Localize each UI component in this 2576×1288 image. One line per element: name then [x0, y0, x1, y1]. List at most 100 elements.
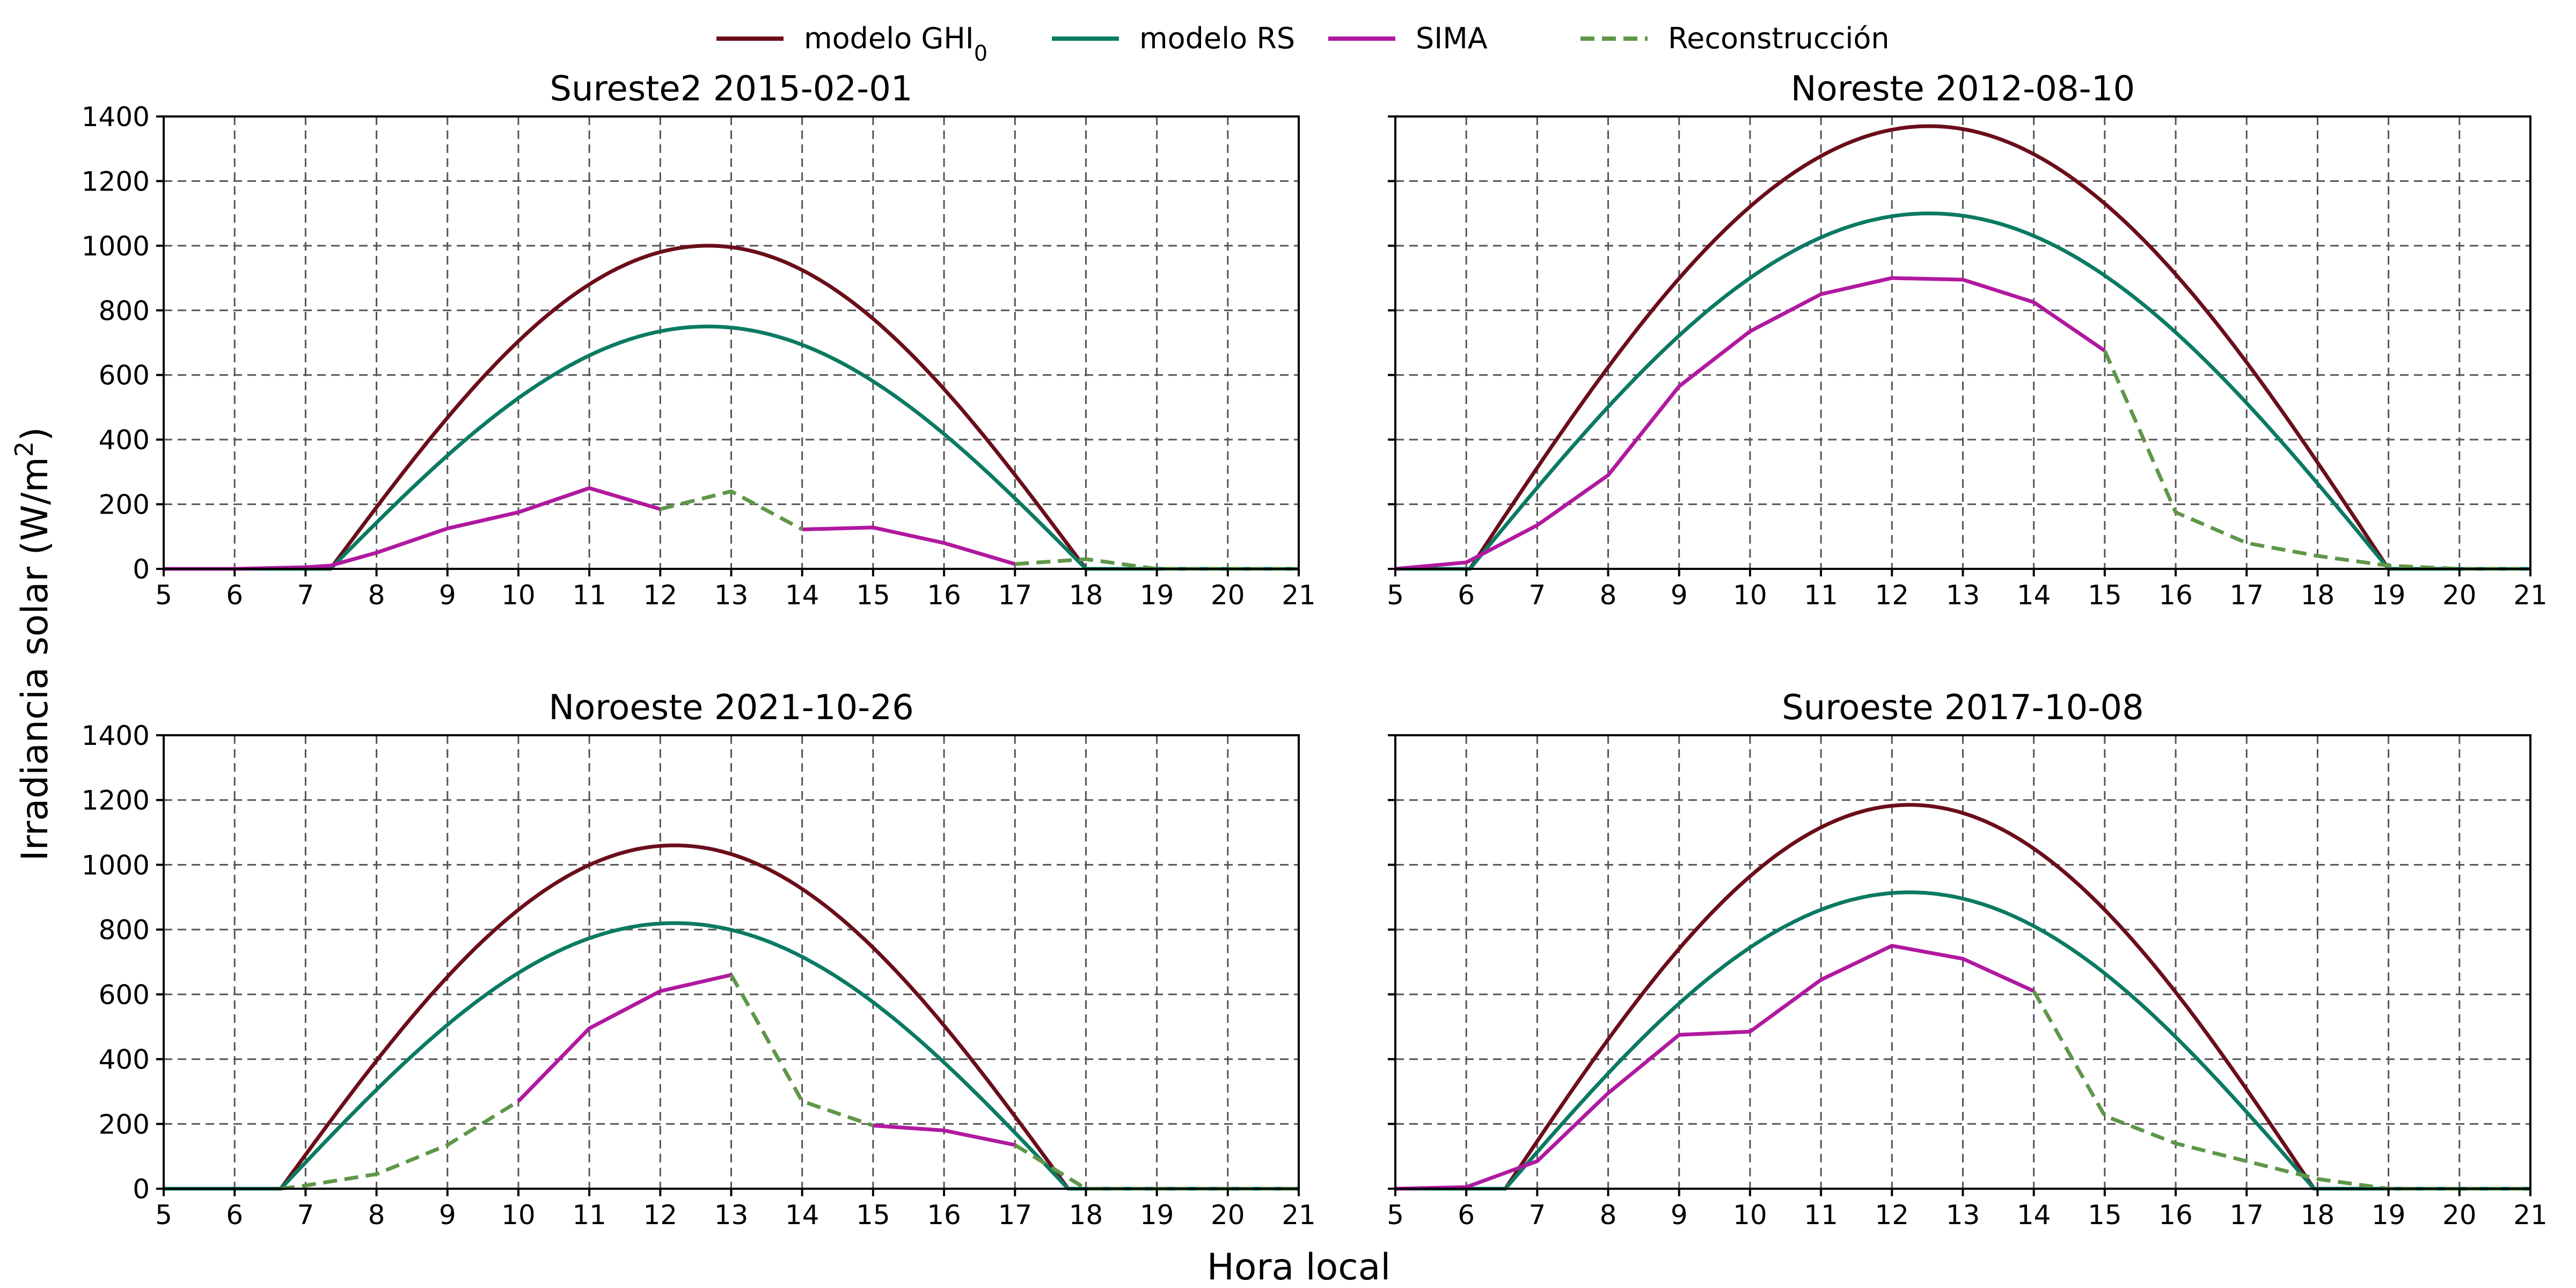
- x-tick-label: 21: [2513, 580, 2548, 611]
- y-tick-label: 400: [99, 425, 150, 456]
- x-tick-label: 15: [856, 1199, 890, 1231]
- series-rec-line: [280, 1100, 519, 1191]
- x-tick-label: 10: [501, 1199, 536, 1231]
- x-tick-label: 11: [1804, 1199, 1838, 1231]
- x-tick-label: 13: [1946, 580, 1980, 611]
- x-tick-label: 13: [714, 1199, 749, 1231]
- x-tick-label: 11: [1804, 580, 1838, 611]
- y-tick-label: 600: [99, 360, 150, 391]
- x-tick-label: 21: [1282, 580, 1316, 611]
- x-axis-label: Hora local: [1207, 1246, 1391, 1288]
- series-sima-line: [802, 525, 1016, 566]
- y-tick-label: 0: [133, 554, 150, 585]
- series-rec-line: [729, 974, 874, 1128]
- x-tick-label: 7: [297, 580, 314, 611]
- legend-entry-sima: SIMA: [1328, 21, 1488, 55]
- x-tick-label: 15: [2088, 580, 2122, 611]
- x-tick-label: 18: [1069, 1199, 1103, 1231]
- x-tick-label: 6: [1458, 580, 1475, 611]
- y-tick-label: 1400: [82, 720, 150, 751]
- x-tick-label: 10: [501, 580, 536, 611]
- x-tick-label: 17: [998, 1199, 1032, 1231]
- subplot-3: 5 6 7 8 9 10 11 12 13 14 15 16 17 18 19 20 21 0 200 400 600 8…: [82, 688, 1316, 1231]
- x-tick-label: 18: [1069, 580, 1103, 611]
- subplot-title: Sureste2 2015-02-01: [550, 69, 912, 109]
- subplot-title: Noroeste 2021-10-26: [548, 688, 914, 728]
- series-rs-line: [164, 324, 1299, 571]
- legend-entry-rs: modelo RS: [1052, 21, 1295, 55]
- x-tick-label: 12: [643, 580, 678, 611]
- legend-entry-ghi0: modelo GHI0: [716, 21, 987, 66]
- x-tick-label: 18: [2301, 1199, 2335, 1231]
- subplot-4: 5 6 7 8 9 10 11 12 13 14 15 16 17 18 19 20 21 Suroeste 20…: [1387, 688, 2548, 1231]
- x-tick-label: 8: [1600, 580, 1617, 611]
- x-tick-label: 20: [2442, 1199, 2477, 1231]
- y-tick-label: 1000: [82, 231, 150, 262]
- x-tick-label: 16: [2158, 1199, 2193, 1231]
- x-tick-label: 14: [2017, 1199, 2051, 1231]
- x-tick-label: 9: [439, 580, 456, 611]
- subplot-title: Suroeste 2017-10-08: [1782, 688, 2144, 728]
- x-tick-label: 14: [2017, 580, 2051, 611]
- x-tick-label: 5: [1387, 1199, 1404, 1231]
- series-rec-line: [2103, 350, 2530, 571]
- x-tick-label: 21: [2513, 1199, 2548, 1231]
- y-tick-label: 1200: [82, 785, 150, 816]
- x-tick-label: 21: [1282, 1199, 1316, 1231]
- y-tick-label: 600: [99, 979, 150, 1011]
- x-tick-label: 6: [226, 580, 243, 611]
- x-tick-label: 6: [1458, 1199, 1475, 1231]
- y-axis-label: Irradiancia solar (W/m2): [10, 427, 56, 861]
- legend-label: modelo GHI0: [804, 21, 987, 66]
- x-tick-label: 16: [927, 580, 961, 611]
- x-tick-label: 14: [785, 1199, 819, 1231]
- x-tick-label: 6: [226, 1199, 243, 1231]
- legend-label: modelo RS: [1139, 21, 1295, 55]
- series-rs-line: [1395, 211, 2530, 571]
- x-tick-label: 15: [2088, 1199, 2122, 1231]
- y-tick-label: 200: [99, 1109, 150, 1140]
- x-tick-label: 19: [2372, 1199, 2406, 1231]
- subplots: 5 6 7 8 9 10 11 12 13 14 15 16 17 18 19 20 2102004006008…: [82, 69, 2548, 1231]
- x-tick-label: 16: [2158, 580, 2193, 611]
- x-tick-label: 14: [785, 580, 819, 611]
- x-tick-label: 13: [714, 580, 749, 611]
- series-sima-line: [1395, 943, 2035, 1191]
- x-tick-label: 8: [368, 580, 385, 611]
- series-sima-line: [517, 973, 732, 1103]
- y-tick-label: 800: [99, 295, 150, 326]
- x-tick-label: 11: [572, 1199, 606, 1231]
- y-tick-label: 1000: [82, 850, 150, 881]
- x-tick-label: 5: [155, 580, 172, 611]
- series-ghi0-line: [1395, 124, 2530, 571]
- x-tick-label: 20: [1211, 580, 1245, 611]
- x-tick-label: 5: [1387, 580, 1404, 611]
- series-ghi0-line: [164, 244, 1299, 571]
- x-tick-label: 16: [927, 1199, 961, 1231]
- x-tick-label: 15: [856, 580, 890, 611]
- x-tick-label: 7: [1528, 1199, 1546, 1231]
- x-tick-label: 19: [1140, 580, 1174, 611]
- x-tick-label: 12: [1875, 580, 1909, 611]
- legend-label: Reconstrucción: [1668, 21, 1890, 55]
- series-sima-line: [873, 1123, 1016, 1147]
- x-tick-label: 7: [297, 1199, 314, 1231]
- x-tick-label: 12: [643, 1199, 678, 1231]
- x-tick-label: 19: [1140, 1199, 1174, 1231]
- y-tick-label: 200: [99, 489, 150, 521]
- legend-label: SIMA: [1416, 21, 1488, 55]
- x-tick-label: 10: [1733, 580, 1767, 611]
- x-tick-label: 17: [2229, 1199, 2264, 1231]
- x-tick-label: 9: [439, 1199, 456, 1231]
- subplot-1: 5 6 7 8 9 10 11 12 13 14 15 16 17 18 19 20 21 0 200 400 600 8…: [82, 69, 1316, 611]
- y-tick-label: 400: [99, 1044, 150, 1075]
- x-tick-label: 17: [2229, 580, 2264, 611]
- subplot-title: Noreste 2012-08-10: [1791, 69, 2135, 109]
- legend: modelo GHI0 modelo RS SIMA Reconstrucción: [716, 21, 1890, 66]
- series-rec-line: [2032, 990, 2530, 1191]
- y-tick-label: 1200: [82, 166, 150, 197]
- y-tick-label: 1400: [82, 101, 150, 133]
- y-tick-label: 0: [133, 1174, 150, 1205]
- series-rec-line: [660, 489, 803, 531]
